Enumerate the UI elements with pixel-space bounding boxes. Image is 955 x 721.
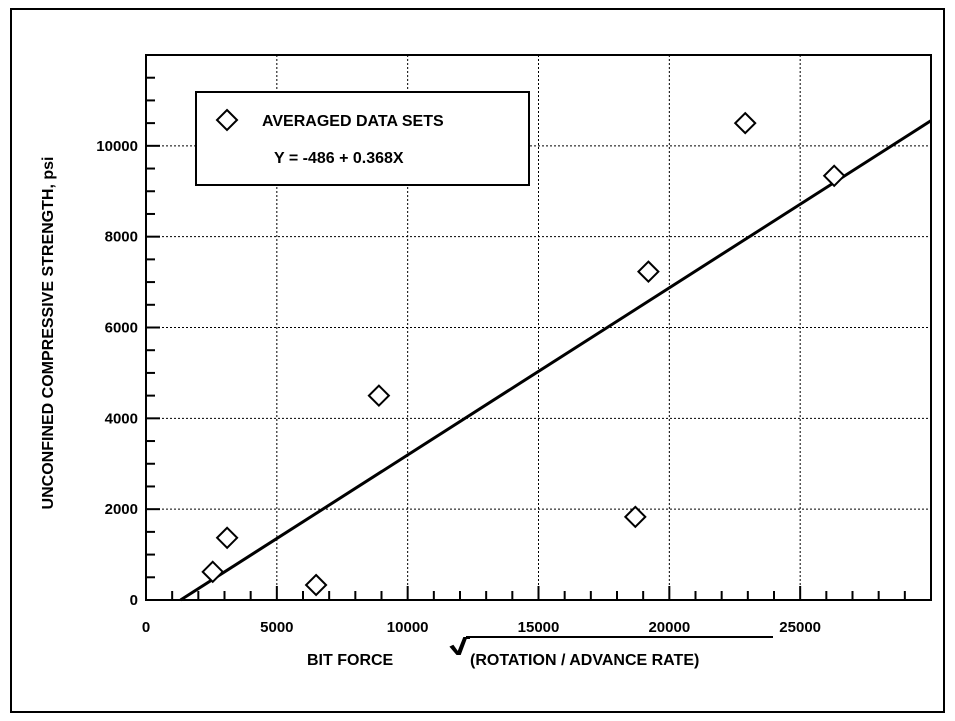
x-tick-label: 25000 (779, 619, 821, 636)
x-axis-title: BIT FORCE (307, 652, 394, 669)
y-tick-label: 6000 (105, 320, 138, 337)
y-tick-label: 2000 (105, 501, 138, 518)
data-point (733, 111, 757, 135)
data-point (636, 260, 660, 284)
x-tick-label: 20000 (648, 619, 690, 636)
legend-box (195, 91, 530, 186)
data-point (201, 560, 225, 584)
y-tick-label: 10000 (96, 138, 138, 155)
x-axis-title-radical: (ROTATION / ADVANCE RATE) (470, 652, 699, 669)
legend-equation: Y = -486 + 0.368X (274, 150, 404, 167)
data-point (304, 573, 328, 597)
figure-frame (10, 8, 945, 713)
legend-label: AVERAGED DATA SETS (262, 113, 444, 130)
data-points (201, 111, 846, 597)
data-point (367, 384, 391, 408)
y-tick-label: 8000 (105, 229, 138, 246)
data-point (623, 505, 647, 529)
tick-labels: 0 5000 10000 15000 20000 25000 0 2000 4000 6000 80… (96, 138, 821, 636)
y-axis-title: UNCONFINED COMPRESSIVE STRENGTH, psi (40, 157, 57, 510)
data-point (215, 526, 239, 550)
grid-lines (146, 55, 931, 600)
x-tick-label: 15000 (518, 619, 560, 636)
legend: AVERAGED DATA SETS Y = -486 + 0.368X (195, 91, 530, 186)
y-tick-label: 4000 (105, 410, 138, 427)
axis-ticks (145, 54, 932, 601)
y-tick-label: 0 (130, 592, 138, 609)
regression-line (179, 119, 932, 602)
square-root-icon (449, 637, 470, 656)
legend-diamond-icon (215, 108, 239, 132)
data-point (822, 164, 846, 188)
x-tick-label: 5000 (260, 619, 293, 636)
x-tick-label: 0 (142, 619, 150, 636)
x-tick-label: 10000 (387, 619, 429, 636)
